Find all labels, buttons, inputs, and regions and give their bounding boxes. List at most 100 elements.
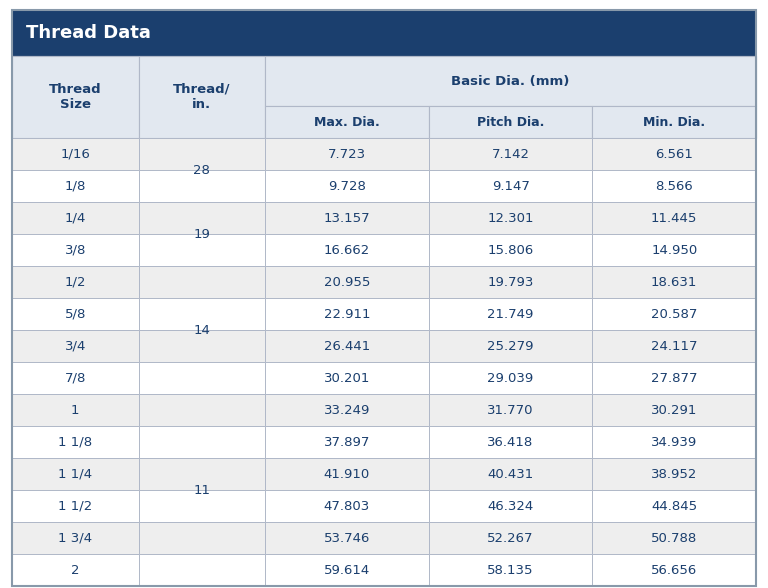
- Text: 16.662: 16.662: [324, 243, 370, 256]
- Text: 34.939: 34.939: [651, 436, 697, 449]
- Text: 1/8: 1/8: [65, 179, 86, 192]
- Bar: [12, 522, 138, 554]
- Bar: [429, 234, 592, 266]
- Bar: [138, 426, 265, 458]
- Text: 53.746: 53.746: [324, 532, 370, 544]
- Bar: [12, 298, 138, 330]
- Text: 19.793: 19.793: [488, 276, 534, 289]
- Bar: [12, 394, 138, 426]
- Bar: [429, 138, 592, 170]
- Bar: [138, 170, 265, 202]
- Bar: [138, 554, 265, 586]
- Text: 30.201: 30.201: [324, 372, 370, 385]
- Text: 1: 1: [71, 403, 80, 416]
- Bar: [429, 522, 592, 554]
- Bar: [138, 234, 265, 266]
- Bar: [12, 234, 138, 266]
- Bar: [265, 522, 429, 554]
- Text: 37.897: 37.897: [324, 436, 370, 449]
- Bar: [138, 458, 265, 490]
- Text: 1/2: 1/2: [65, 276, 86, 289]
- Bar: [265, 330, 429, 362]
- Text: 5/8: 5/8: [65, 308, 86, 320]
- Bar: [138, 202, 265, 234]
- Text: 14.950: 14.950: [651, 243, 697, 256]
- Bar: [592, 362, 756, 394]
- Bar: [138, 458, 265, 490]
- Text: Max. Dia.: Max. Dia.: [314, 115, 380, 129]
- Bar: [12, 56, 756, 138]
- Bar: [429, 266, 592, 298]
- Text: 3/4: 3/4: [65, 339, 86, 352]
- Bar: [265, 202, 429, 234]
- Bar: [138, 490, 265, 522]
- Text: 44.845: 44.845: [651, 499, 697, 513]
- Text: 7/8: 7/8: [65, 372, 86, 385]
- Bar: [592, 522, 756, 554]
- Text: 8.566: 8.566: [655, 179, 693, 192]
- Text: 24.117: 24.117: [651, 339, 697, 352]
- Text: 1/16: 1/16: [61, 148, 90, 161]
- Text: Pitch Dia.: Pitch Dia.: [477, 115, 545, 129]
- Bar: [265, 362, 429, 394]
- Text: 52.267: 52.267: [488, 532, 534, 544]
- Text: 40.431: 40.431: [488, 467, 534, 480]
- Bar: [12, 426, 138, 458]
- Bar: [265, 298, 429, 330]
- Text: 38.952: 38.952: [651, 467, 697, 480]
- Bar: [265, 394, 429, 426]
- Bar: [138, 138, 265, 170]
- Bar: [138, 266, 265, 298]
- Text: 28: 28: [194, 163, 210, 176]
- Bar: [592, 138, 756, 170]
- Text: 33.249: 33.249: [324, 403, 370, 416]
- Text: 59.614: 59.614: [324, 563, 370, 576]
- Bar: [12, 10, 756, 56]
- Bar: [138, 394, 265, 426]
- Bar: [138, 298, 265, 330]
- Bar: [592, 330, 756, 362]
- Bar: [12, 330, 138, 362]
- Text: 1 1/2: 1 1/2: [58, 499, 92, 513]
- Bar: [265, 234, 429, 266]
- Text: 1/4: 1/4: [65, 212, 86, 225]
- Text: 11.445: 11.445: [651, 212, 697, 225]
- Bar: [592, 394, 756, 426]
- Text: 15.806: 15.806: [488, 243, 534, 256]
- Bar: [138, 362, 265, 394]
- Bar: [429, 106, 592, 138]
- Bar: [138, 490, 265, 522]
- Text: 22.911: 22.911: [324, 308, 370, 320]
- Bar: [265, 266, 429, 298]
- Bar: [12, 490, 138, 522]
- Bar: [592, 170, 756, 202]
- Text: 36.418: 36.418: [488, 436, 534, 449]
- Text: 21.749: 21.749: [488, 308, 534, 320]
- Text: Min. Dia.: Min. Dia.: [643, 115, 705, 129]
- Text: 6.561: 6.561: [655, 148, 694, 161]
- Bar: [429, 170, 592, 202]
- Text: 26.441: 26.441: [324, 339, 370, 352]
- Text: 7.723: 7.723: [328, 148, 366, 161]
- Text: Thread
Size: Thread Size: [49, 83, 101, 111]
- Text: 19: 19: [194, 228, 210, 240]
- Bar: [265, 106, 429, 138]
- Bar: [265, 56, 756, 106]
- Bar: [138, 394, 265, 426]
- Text: 50.788: 50.788: [651, 532, 697, 544]
- Bar: [429, 298, 592, 330]
- Bar: [138, 202, 265, 234]
- Text: 58.135: 58.135: [488, 563, 534, 576]
- Bar: [138, 522, 265, 554]
- Text: 12.301: 12.301: [488, 212, 534, 225]
- Bar: [138, 426, 265, 458]
- Text: 1 1/8: 1 1/8: [58, 436, 92, 449]
- Bar: [265, 554, 429, 586]
- Text: 2: 2: [71, 563, 80, 576]
- Text: 27.877: 27.877: [651, 372, 697, 385]
- Bar: [12, 458, 138, 490]
- Text: 29.039: 29.039: [488, 372, 534, 385]
- Bar: [138, 138, 265, 170]
- Text: 56.656: 56.656: [651, 563, 697, 576]
- Bar: [592, 554, 756, 586]
